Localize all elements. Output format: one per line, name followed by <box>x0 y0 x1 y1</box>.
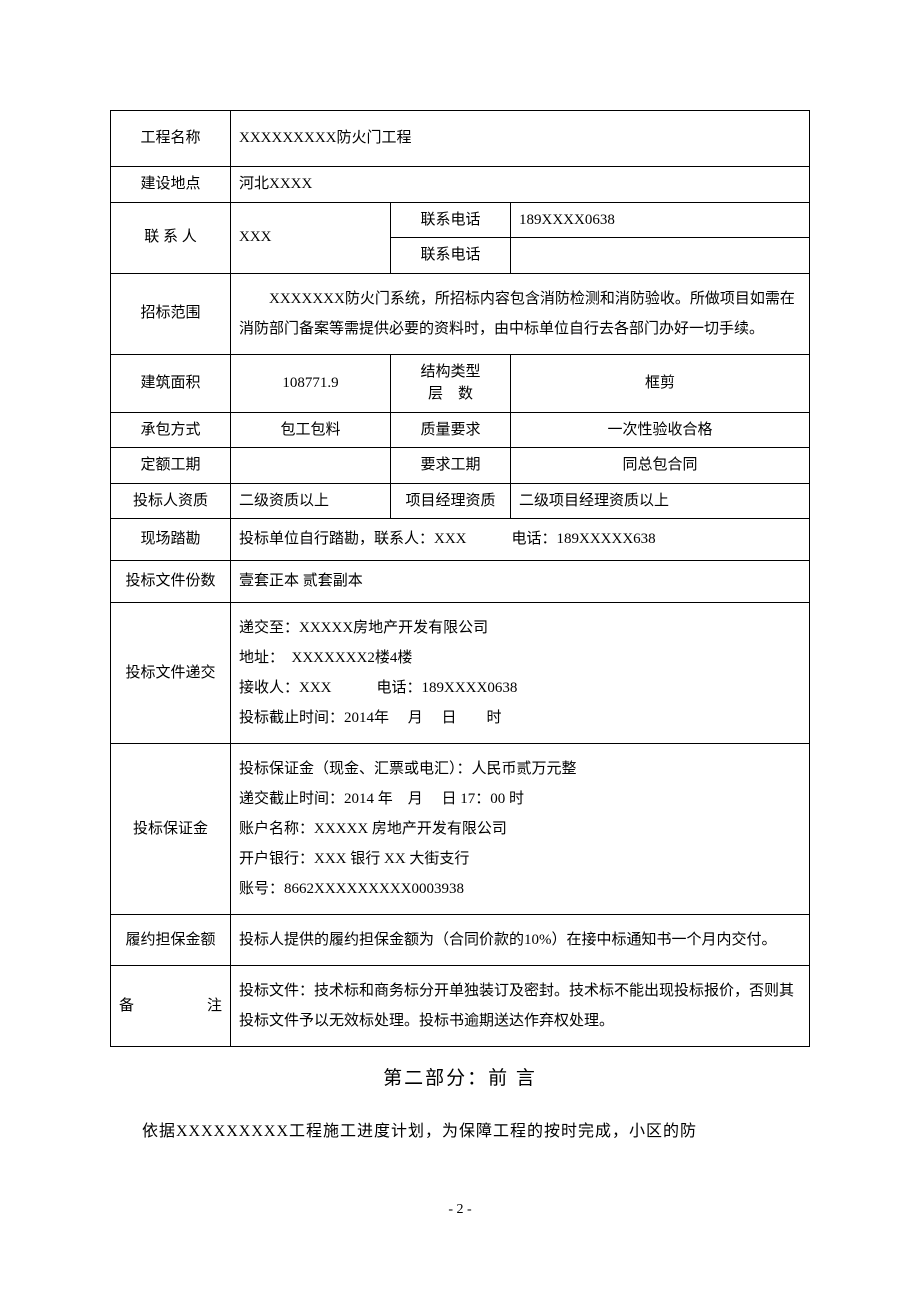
label-bidder-qual: 投标人资质 <box>111 483 231 519</box>
label-required-period: 要求工期 <box>391 448 511 484</box>
label-phone-1: 联系电话 <box>391 202 511 238</box>
label-area: 建筑面积 <box>111 354 231 412</box>
value-deposit: 投标保证金（现金、汇票或电汇）：人民币贰万元整 递交截止时间：2014 年 月 … <box>231 744 810 915</box>
value-contract-mode: 包工包料 <box>231 412 391 448</box>
value-required-period: 同总包合同 <box>511 448 810 484</box>
label-remark: 备 注 <box>111 966 231 1047</box>
value-project-name: XXXXXXXXX防火门工程 <box>231 111 810 167</box>
label-structure: 结构类型 层 数 <box>391 354 511 412</box>
label-pm-qual: 项目经理资质 <box>391 483 511 519</box>
label-deposit: 投标保证金 <box>111 744 231 915</box>
label-contact: 联 系 人 <box>111 202 231 273</box>
section2-paragraph-1: 依据XXXXXXXXX工程施工进度计划，为保障工程的按时完成，小区的防 <box>110 1114 810 1149</box>
label-location: 建设地点 <box>111 167 231 203</box>
label-contract-mode: 承包方式 <box>111 412 231 448</box>
value-contact-name: XXX <box>231 202 391 273</box>
label-quota-period: 定额工期 <box>111 448 231 484</box>
bid-info-table: 工程名称 XXXXXXXXX防火门工程 建设地点 河北XXXX 联 系 人 XX… <box>110 110 810 1047</box>
value-remark: 投标文件：技术标和商务标分开单独装订及密封。技术标不能出现投标报价，否则其投标文… <box>231 966 810 1047</box>
label-copies: 投标文件份数 <box>111 561 231 603</box>
label-scope: 招标范围 <box>111 273 231 354</box>
value-site-visit: 投标单位自行踏勘，联系人：XXX 电话：189XXXXX638 <box>231 519 810 561</box>
label-submission: 投标文件递交 <box>111 603 231 744</box>
label-phone-2: 联系电话 <box>391 238 511 274</box>
label-site-visit: 现场踏勘 <box>111 519 231 561</box>
label-project-name: 工程名称 <box>111 111 231 167</box>
label-performance: 履约担保金额 <box>111 915 231 966</box>
section2-heading: 第二部分：前 言 <box>110 1065 810 1094</box>
value-quota-period <box>231 448 391 484</box>
value-copies: 壹套正本 贰套副本 <box>231 561 810 603</box>
value-performance: 投标人提供的履约担保金额为（合同价款的10%）在接中标通知书一个月内交付。 <box>231 915 810 966</box>
value-phone-1: 189XXXX0638 <box>511 202 810 238</box>
page-number: - 2 - <box>110 1199 810 1220</box>
value-submission: 递交至：XXXXX房地产开发有限公司 地址： XXXXXXX2楼4楼 接收人：X… <box>231 603 810 744</box>
value-pm-qual: 二级项目经理资质以上 <box>511 483 810 519</box>
value-area: 108771.9 <box>231 354 391 412</box>
value-scope: XXXXXXX防火门系统，所招标内容包含消防检测和消防验收。所做项目如需在消防部… <box>231 273 810 354</box>
value-quality: 一次性验收合格 <box>511 412 810 448</box>
value-structure: 框剪 <box>511 354 810 412</box>
value-bidder-qual: 二级资质以上 <box>231 483 391 519</box>
value-phone-2 <box>511 238 810 274</box>
value-location: 河北XXXX <box>231 167 810 203</box>
label-quality: 质量要求 <box>391 412 511 448</box>
